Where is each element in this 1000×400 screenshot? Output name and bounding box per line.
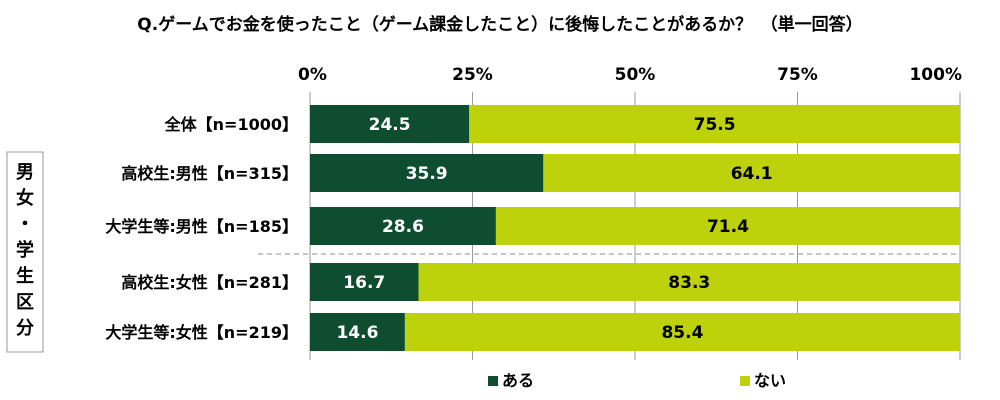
row-label: 高校生:女性【n=281】 [121, 273, 298, 292]
group-label-char: 男 [16, 162, 34, 183]
row-label: 大学生等:男性【n=185】 [105, 217, 298, 236]
data-label: 71.4 [707, 217, 749, 237]
bar-segment-nai [469, 105, 960, 143]
legend-swatch [488, 376, 498, 386]
data-label: 24.5 [369, 115, 411, 135]
data-label: 14.6 [336, 323, 378, 343]
bar-segment-aru [310, 154, 544, 192]
bar-segment-aru [310, 207, 496, 245]
row-label: 全体【n=1000】 [164, 115, 298, 134]
x-tick-label: 50% [615, 65, 656, 85]
bar-segment-nai [495, 207, 960, 245]
group-label-char: ・ [16, 214, 34, 235]
bars: 24.5 75.5 35.9 64.1 28.6 71.4 16.7 83.3 14.6 85.4 [310, 105, 960, 351]
x-tick-label: 100% [909, 65, 962, 85]
x-axis-ticks: 0% 25% 50% 75% 100% [298, 65, 962, 85]
legend-swatch [740, 376, 750, 386]
x-tick-label: 75% [777, 65, 818, 85]
x-tick-label: 0% [298, 65, 327, 85]
bar-segment-aru [310, 263, 419, 301]
group-label-char: 区 [16, 292, 34, 313]
legend-label: ない [754, 371, 786, 390]
bar-segment-nai [418, 263, 960, 301]
data-label: 75.5 [694, 115, 736, 135]
data-label: 85.4 [661, 323, 703, 343]
group-label-char: 学 [16, 239, 34, 261]
bar-segment-nai [404, 313, 960, 351]
group-label-char: 女 [16, 187, 34, 209]
bar-segment-nai [543, 154, 960, 192]
row-label: 大学生等:女性【n=219】 [105, 323, 298, 342]
data-label: 83.3 [668, 273, 710, 293]
data-label: 28.6 [382, 217, 424, 237]
data-label: 64.1 [731, 164, 773, 184]
data-label: 35.9 [406, 164, 448, 184]
row-labels: 全体【n=1000】高校生:男性【n=315】大学生等:男性【n=185】高校生… [105, 115, 298, 342]
group-label-char: 生 [16, 265, 34, 287]
legend: ある ない [488, 371, 786, 390]
legend-label: ある [502, 371, 534, 390]
bar-segment-aru [310, 105, 470, 143]
data-label: 16.7 [343, 273, 385, 293]
row-label: 高校生:男性【n=315】 [121, 164, 298, 183]
x-tick-label: 25% [452, 65, 493, 85]
chart-title: Q.ゲームでお金を使ったこと（ゲーム課金したこと）に後悔したことがあるか？ （単… [137, 14, 862, 35]
group-label-char: 分 [16, 318, 34, 339]
group-box-border [6, 151, 44, 353]
bar-segment-aru [310, 313, 405, 351]
